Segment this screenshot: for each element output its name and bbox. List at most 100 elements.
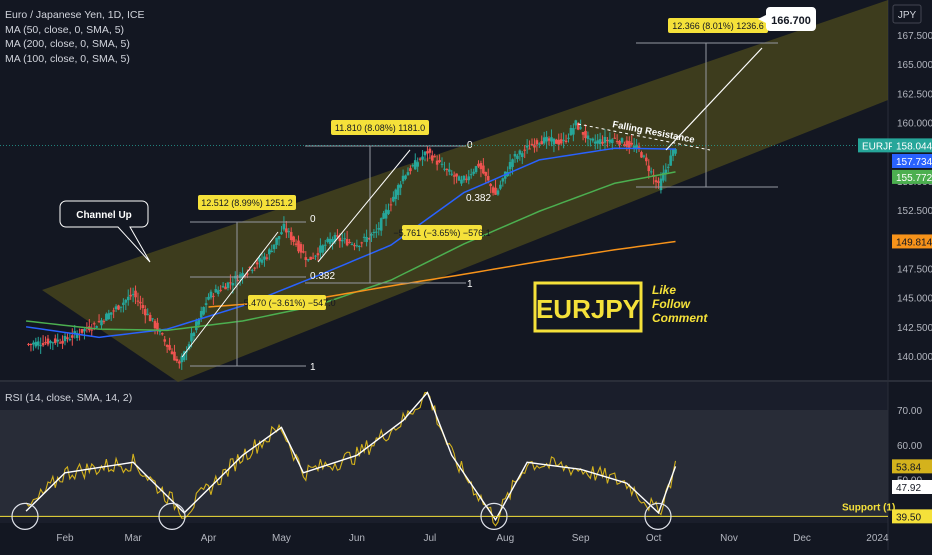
candle-up — [263, 256, 266, 260]
candle-down — [452, 175, 456, 177]
candle-down — [175, 358, 179, 362]
candle-up — [207, 296, 210, 300]
candle-up — [202, 307, 205, 315]
candle-down — [66, 337, 69, 339]
candle-up — [375, 231, 378, 233]
candle-up — [377, 228, 381, 230]
candle-down — [58, 342, 62, 344]
candle-down — [628, 141, 631, 148]
candle-up — [146, 313, 149, 315]
candle-up — [596, 140, 599, 144]
rsi-support-label: Support (1) — [842, 502, 895, 513]
candle-up — [457, 176, 461, 181]
candle-down — [647, 165, 651, 172]
candle-up — [472, 171, 475, 174]
cta-comment: Comment — [652, 311, 708, 325]
candle-down — [134, 290, 137, 298]
candle-up — [593, 141, 597, 144]
candle-up — [499, 184, 502, 189]
candle-down — [297, 240, 300, 252]
ma200-badge-bg — [892, 234, 932, 249]
candle-up — [350, 243, 354, 245]
candle-up — [34, 341, 38, 347]
candle-up — [574, 120, 578, 126]
candle-up — [448, 169, 451, 172]
fib-0-b-label: 0 — [467, 140, 473, 151]
candle-up — [333, 235, 337, 242]
candle-up — [355, 245, 359, 247]
candle-up — [319, 245, 322, 253]
candle-up — [662, 172, 665, 181]
measure-3-label: 12.366 (8.01%) 1236.6 — [672, 21, 764, 31]
candle-up — [68, 339, 72, 341]
candle-down — [53, 338, 57, 343]
target-text: 166.700 — [771, 15, 811, 27]
fib-0382-a-label: 0.382 — [310, 271, 335, 282]
candle-up — [552, 138, 556, 145]
candle-down — [491, 187, 495, 193]
rsi-tick-label: 70.00 — [897, 406, 922, 417]
candle-down — [418, 158, 422, 160]
candle-up — [401, 175, 405, 182]
fib-0382-b-label: 0.382 — [466, 193, 491, 204]
candle-down — [165, 344, 169, 347]
candle-down — [528, 148, 531, 150]
candle-down — [455, 173, 458, 177]
rsi-line — [25, 391, 677, 527]
rsi-support-circle — [480, 502, 508, 530]
candle-down — [255, 262, 259, 265]
candle-down — [90, 329, 94, 331]
candle-down — [153, 321, 157, 329]
candle-up — [572, 128, 575, 135]
candle-up — [182, 351, 186, 361]
candle-down — [117, 305, 120, 310]
price-tick-label: 147.500 — [897, 264, 932, 275]
candle-down — [615, 141, 619, 143]
candle-up — [384, 209, 388, 219]
x-tick-label: Aug — [496, 533, 514, 544]
candle-down — [289, 232, 293, 241]
candle-down — [163, 339, 167, 342]
candle-up — [365, 237, 368, 243]
candle-down — [219, 289, 222, 291]
candle-up — [275, 237, 278, 245]
candle-down — [535, 140, 539, 145]
rsi-support-badge: 39.50 — [896, 512, 921, 523]
candle-down — [156, 322, 159, 332]
candle-down — [430, 155, 434, 161]
candle-down — [654, 180, 658, 183]
candle-down — [336, 235, 339, 237]
candle-up — [666, 166, 670, 168]
candle-up — [382, 213, 385, 219]
pullback-2-label: −5.761 (−3.65%) −576.1 — [393, 228, 490, 238]
candle-up — [450, 173, 454, 175]
candle-up — [192, 332, 196, 337]
candle-up — [277, 236, 281, 240]
candle-down — [657, 181, 660, 183]
pullback-2-label-bg — [402, 225, 482, 240]
candle-up — [258, 257, 261, 262]
candle-down — [178, 361, 181, 364]
candle-down — [618, 141, 621, 145]
candle-down — [477, 163, 480, 167]
candle-up — [32, 342, 35, 345]
last-price-badge: 158.044 — [896, 141, 932, 152]
candle-down — [294, 243, 298, 245]
fib-1-b-label: 1 — [467, 279, 473, 290]
rsi-tick-label: 60.00 — [897, 441, 922, 452]
candle-up — [649, 171, 653, 173]
candle-down — [345, 239, 349, 246]
candle-down — [353, 245, 356, 247]
candle-up — [73, 331, 77, 334]
candle-down — [129, 294, 132, 297]
candle-up — [659, 178, 663, 191]
candle-up — [591, 138, 595, 141]
candle-down — [80, 328, 84, 333]
pullback-1-label-bg — [248, 295, 326, 310]
ma50-line — [25, 147, 676, 339]
candle-up — [326, 238, 329, 243]
ma100-badge: 155.772 — [896, 173, 932, 184]
candle-up — [190, 333, 193, 342]
